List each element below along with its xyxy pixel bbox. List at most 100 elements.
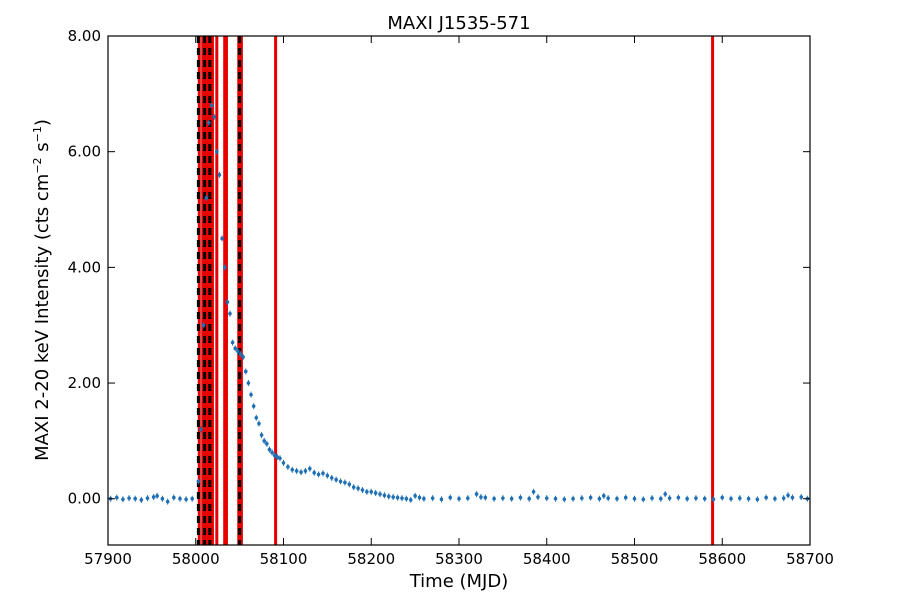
data-point xyxy=(378,492,382,496)
data-point xyxy=(241,355,245,359)
x-tick-label: 58300 xyxy=(435,550,483,568)
data-point xyxy=(527,496,531,501)
data-point xyxy=(492,496,496,501)
interval-lines xyxy=(196,36,715,545)
data-point xyxy=(755,497,760,502)
data-point xyxy=(321,471,325,476)
data-point xyxy=(391,495,395,499)
x-tick-label: 58500 xyxy=(611,550,659,568)
data-point xyxy=(790,495,795,500)
data-point xyxy=(365,489,369,494)
data-point xyxy=(711,497,716,502)
data-point xyxy=(641,497,646,502)
data-point xyxy=(509,496,514,501)
y-axis-title-end: ) xyxy=(32,119,53,126)
x-tick-label: 58000 xyxy=(172,550,220,568)
data-point xyxy=(325,473,330,478)
data-point xyxy=(278,456,282,461)
data-point xyxy=(212,115,216,119)
data-point xyxy=(387,494,391,499)
data-point xyxy=(233,346,238,351)
data-point xyxy=(209,103,214,108)
data-point xyxy=(553,496,558,501)
data-point xyxy=(474,492,479,496)
data-point xyxy=(165,499,170,504)
x-tick-label: 58400 xyxy=(523,550,571,568)
data-point xyxy=(201,323,206,328)
light-curve-series xyxy=(108,102,810,505)
data-point xyxy=(249,392,253,397)
data-point xyxy=(738,496,742,500)
data-point xyxy=(781,496,786,500)
y-tick-label: 8.00 xyxy=(68,27,101,45)
data-point xyxy=(178,496,182,501)
data-point xyxy=(562,497,567,502)
data-point xyxy=(155,494,159,498)
data-point xyxy=(184,497,188,502)
y-tick-label: 0.00 xyxy=(68,490,101,508)
data-point xyxy=(356,486,360,491)
data-point xyxy=(251,404,256,408)
data-point xyxy=(404,496,409,501)
data-point xyxy=(369,489,374,494)
data-point xyxy=(448,495,453,500)
data-point xyxy=(439,497,444,502)
data-point xyxy=(172,495,176,500)
data-point xyxy=(786,493,790,498)
data-point xyxy=(351,485,356,489)
data-point xyxy=(215,149,219,154)
data-point xyxy=(413,494,417,498)
chart-title: MAXI J1535-571 xyxy=(387,13,530,34)
data-point xyxy=(217,173,222,177)
data-point xyxy=(580,496,584,500)
data-point xyxy=(544,496,549,500)
data-point xyxy=(308,466,312,471)
x-axis: 57900 58000 58100 58200 58300 58400 58500 58600… xyxy=(84,36,834,568)
data-point xyxy=(571,496,575,501)
data-point xyxy=(259,433,264,437)
data-point xyxy=(632,496,637,501)
data-point xyxy=(334,477,338,482)
data-point xyxy=(597,496,602,501)
y-tick-label: 6.00 xyxy=(68,143,101,161)
x-tick-label: 57900 xyxy=(84,550,132,568)
data-point xyxy=(220,236,224,241)
data-point xyxy=(799,495,804,499)
data-point xyxy=(222,265,227,270)
data-point xyxy=(190,496,195,501)
y-axis-title-exp2: −1 xyxy=(31,126,44,142)
x-tick-label: 58200 xyxy=(347,550,395,568)
data-point xyxy=(270,450,274,455)
data-point xyxy=(299,470,303,474)
data-point xyxy=(457,496,461,501)
data-point xyxy=(667,496,672,500)
data-point xyxy=(257,421,261,426)
data-point xyxy=(650,496,654,500)
data-point xyxy=(773,496,777,501)
data-point xyxy=(746,496,751,501)
data-point xyxy=(347,482,352,487)
data-point xyxy=(265,441,269,446)
data-point xyxy=(121,497,125,502)
data-point xyxy=(623,495,628,500)
x-axis-title: Time (MJD) xyxy=(409,571,509,592)
data-point xyxy=(196,479,201,484)
data-point xyxy=(145,496,150,500)
data-point xyxy=(160,496,165,501)
data-point xyxy=(764,495,768,500)
data-point xyxy=(382,493,387,498)
data-point xyxy=(729,496,733,501)
data-point xyxy=(601,494,606,498)
data-point xyxy=(230,340,235,345)
y-axis-title-exp1: −2 xyxy=(31,157,44,173)
data-point xyxy=(417,495,422,500)
data-point xyxy=(373,491,378,495)
data-point xyxy=(225,300,230,304)
data-point xyxy=(151,495,156,499)
data-point xyxy=(501,496,505,500)
y-axis-title: MAXI 2-20 keV Intensity (cts cm−2 s−1) xyxy=(31,119,53,461)
data-point xyxy=(207,120,211,125)
data-point xyxy=(685,496,689,501)
data-point xyxy=(676,495,681,500)
